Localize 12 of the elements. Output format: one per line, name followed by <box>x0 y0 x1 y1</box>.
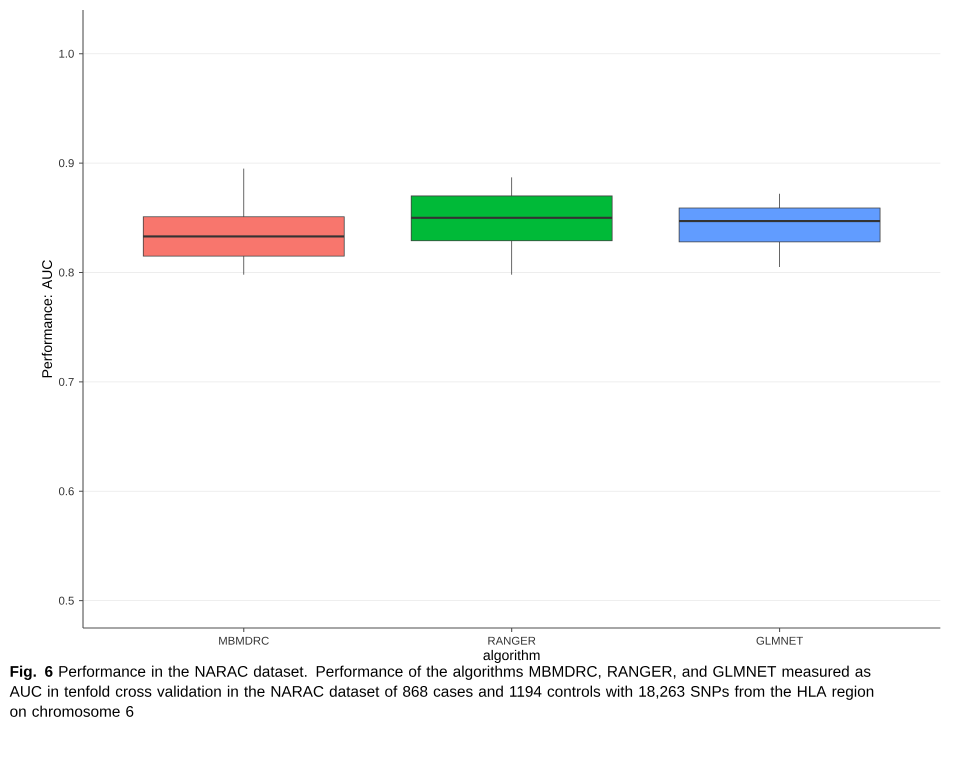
y-tick-label: 0.7 <box>58 378 74 386</box>
y-tick-label: 0.8 <box>58 268 74 277</box>
x-axis-title: algorithm <box>483 650 540 663</box>
x-tick-label: MBMDRC <box>219 636 269 645</box>
text: Fig. 6 Performance in the NARAC dataset. Performance of the algorithms MBMDRC, RANGER, and GLMNET measured as AUC in tenfold cross validation in the NARAC dataset of 868 cases and 1194 controls with 18,263 SNPs from the HLA region on chromosome 6 <box>10 666 874 717</box>
y-tick-label: 0.6 <box>58 487 74 496</box>
x-tick-label: GLMNET <box>756 636 803 645</box>
y-tick-label: 0.5 <box>58 596 74 605</box>
y-tick-label: 0.9 <box>58 159 74 168</box>
y-tick-label: 1.0 <box>59 50 74 58</box>
x-tick-label: RANGER <box>488 636 536 645</box>
y-axis-title: Performance: AUC <box>42 260 52 378</box>
